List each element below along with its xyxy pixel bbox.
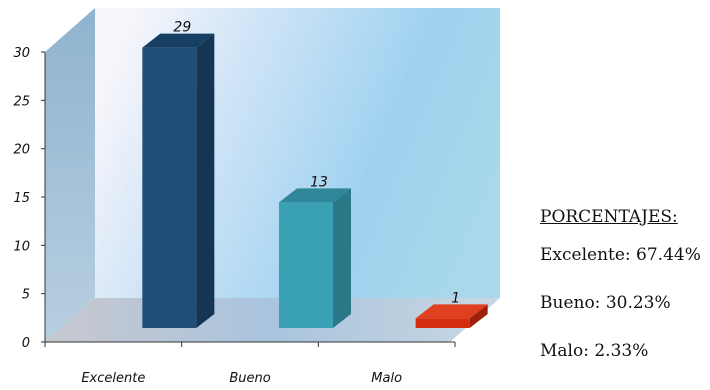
bar-value-label: 1 [451,290,460,306]
bar-malo: 1 [415,290,488,328]
legend-row-excelente: Excelente: 67.44% [540,245,701,265]
bar-side [196,33,215,329]
bar-side [469,304,488,328]
bar-front [142,47,197,329]
bar-top [142,33,215,48]
plot-walls [45,8,500,342]
x-tick-label: Bueno [229,371,270,386]
side-wall [45,8,95,342]
bar-front [415,318,470,328]
y-tick-label: 20 [13,143,30,158]
y-tick-label: 25 [13,94,30,109]
y-tick-label: 30 [13,46,30,61]
x-tick-label: Malo [371,371,402,386]
y-tick-label: 10 [13,239,30,254]
bars: 29 13 1 [142,20,488,329]
bar-side [333,188,351,328]
y-tick-label: 0 [22,336,30,351]
axes: 0 5 10 15 20 25 30 Excelente Bueno Malo [13,46,456,386]
bar-value-label: 29 [173,20,191,36]
bar-value-label: 13 [310,174,328,190]
percentages-legend: PORCENTAJES: Excelente: 67.44% Bueno: 30… [540,203,710,375]
bar-top [279,188,351,203]
bar-excelente: 29 [142,20,215,329]
legend-row-bueno: Bueno: 30.23% [540,293,671,313]
legend-title: PORCENTAJES: [540,207,678,227]
y-tick-label: 15 [13,191,30,206]
legend-row-malo: Malo: 2.33% [540,341,649,361]
bar-front [279,202,333,328]
x-tick-label: Excelente [81,371,145,386]
y-tick-label: 5 [22,288,30,303]
bar-bueno: 13 [279,174,351,328]
bar-top [415,304,488,319]
